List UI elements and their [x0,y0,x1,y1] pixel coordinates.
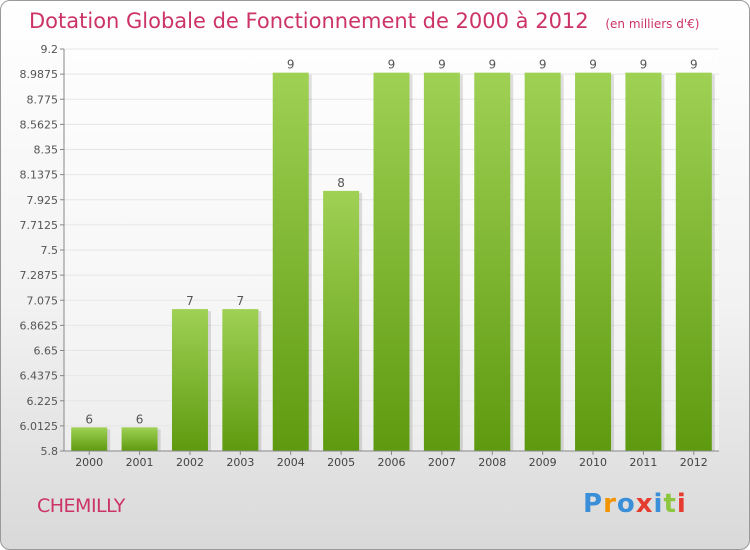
y-tick-label: 7.7125 [20,219,59,232]
data-label: 9 [388,58,396,72]
data-label: 9 [287,58,295,72]
data-label: 7 [237,294,245,308]
y-tick-label: 7.2875 [20,269,59,282]
data-label: 6 [85,412,93,426]
y-tick-label: 7.5 [41,244,59,257]
bar [171,309,208,451]
x-tick-label: 2008 [478,456,506,469]
x-tick-label: 2001 [126,456,154,469]
y-tick-label: 5.8 [41,445,59,458]
x-tick-label: 2007 [428,456,456,469]
y-tick-label: 8.9875 [20,68,59,81]
bar [675,72,712,451]
x-tick-label: 2012 [680,456,708,469]
y-tick-label: 6.225 [27,395,59,408]
y-tick-label: 6.65 [34,345,59,358]
bars [71,72,715,451]
logo-letter: P [583,489,604,519]
bar [222,309,259,451]
y-tick-label: 7.075 [27,294,59,307]
data-label: 9 [488,58,496,72]
x-tick-label: 2005 [327,456,355,469]
x-tick-label: 2002 [176,456,204,469]
logo-letter: i [653,489,664,519]
data-label: 6 [136,412,144,426]
axes: 5.8 6.0125 6.225 6.4375 6.65 6.8625 7.075 7.287… [20,43,719,469]
bar [323,190,360,451]
bar [575,72,612,451]
bar [121,427,158,451]
x-tick-label: 2009 [529,456,557,469]
bar [625,72,662,451]
data-label: 9 [589,58,597,72]
data-labels: 6 6 7 7 9 8 9 9 9 9 9 9 9 [85,58,697,427]
data-label: 7 [186,294,194,308]
y-tick-label: 8.775 [27,93,59,106]
y-tick-label: 8.35 [34,144,59,157]
place-name: CHEMILLY [37,495,125,517]
x-tick-label: 2004 [277,456,305,469]
y-tick-label: 9.2 [41,43,59,56]
y-tick-label: 8.5625 [20,118,59,131]
data-label: 8 [337,176,345,190]
logo-letter: i [676,489,687,519]
bar [474,72,511,451]
x-tick-label: 2006 [378,456,406,469]
y-tick-label: 7.925 [27,194,59,207]
logo-letter: o [616,489,636,519]
bar [524,72,561,451]
chart-title: Dotation Globale de Fonctionnement de 20… [29,9,699,33]
data-label: 9 [640,58,648,72]
bar [272,72,309,451]
y-tick-label: 6.0125 [20,420,59,433]
x-tick-label: 2010 [579,456,607,469]
logo-letter: x [635,489,654,519]
logo-letter: r [603,489,617,519]
logo-letter: t [663,489,677,519]
title-text: Dotation Globale de Fonctionnement de 20… [29,9,589,33]
bar [71,427,108,451]
bar [373,72,410,451]
data-label: 9 [539,58,547,72]
x-tick-label: 2003 [226,456,254,469]
x-tick-label: 2011 [629,456,657,469]
y-tick-label: 6.4375 [20,370,59,383]
bar [423,72,460,451]
y-tick-label: 6.8625 [20,319,59,332]
data-label: 9 [438,58,446,72]
proxiti-logo: Proxiti [583,489,687,519]
x-tick-label: 2000 [75,456,103,469]
chart-subtitle: (en milliers d'€) [605,17,700,31]
data-label: 9 [690,58,698,72]
y-tick-label: 8.1375 [20,169,59,182]
